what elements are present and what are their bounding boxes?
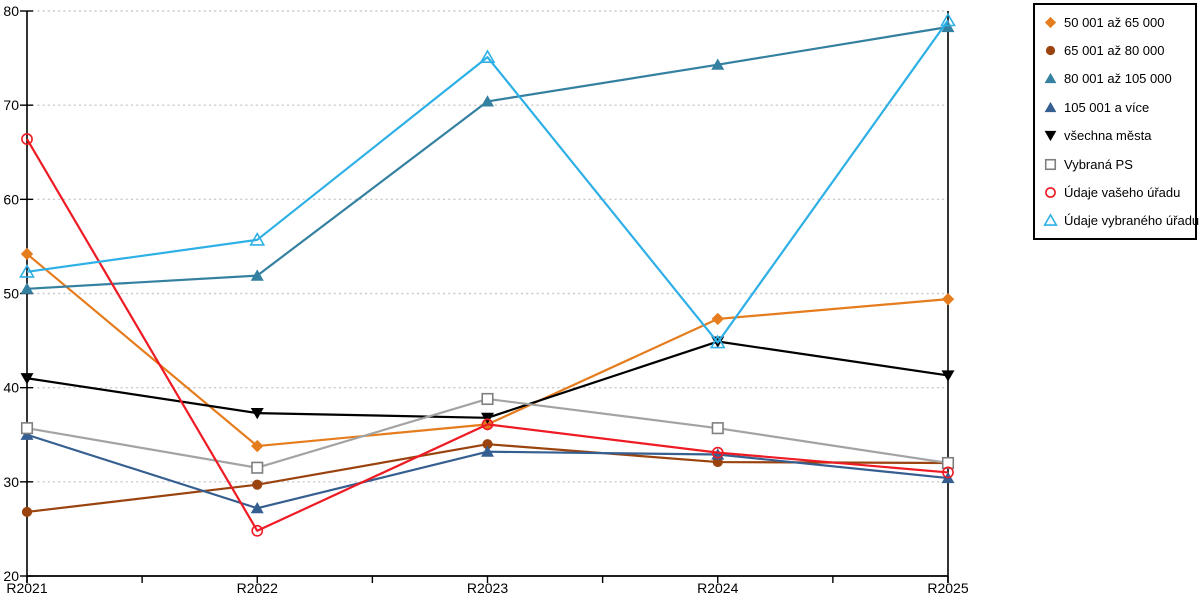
series-7-point-R2021 (19, 264, 35, 278)
legend-item-1: 65 001 až 80 000 (1043, 43, 1191, 58)
y-tick-label-20: 20 (3, 568, 19, 584)
series-0-point-R2024 (711, 312, 724, 326)
series-3-point-R2023 (480, 445, 495, 457)
series-line-2 (26, 25, 949, 290)
legend-marker-0 (1044, 16, 1057, 28)
series-6-point-R2024 (711, 446, 724, 459)
legend-item-4: všechna města (1043, 128, 1191, 143)
series-6-point-R2022 (251, 524, 264, 537)
series-5-point-R2025 (941, 456, 955, 470)
series-line-7 (26, 19, 949, 344)
series-line-4 (26, 340, 949, 419)
legend-marker-4 (1044, 131, 1057, 142)
y-tick-label-80: 80 (3, 3, 19, 19)
legend-item-2: 80 001 až 105 000 (1043, 71, 1191, 86)
circle-marker-icon (1045, 45, 1056, 56)
series-1-point-R2022 (252, 479, 263, 490)
series-4-point-R2021 (20, 373, 34, 385)
series-1-point-R2021 (21, 506, 33, 518)
series-0-point-R2021 (20, 247, 34, 261)
series-4-point-R2025 (941, 370, 955, 382)
series-6-point-R2023 (481, 418, 494, 431)
triangle-up-marker-icon (1044, 101, 1057, 112)
legend-item-7: Údaje vybraného úřadu (1043, 213, 1199, 228)
legend-item-label: 80 001 až 105 000 (1064, 71, 1172, 87)
series-2-point-R2025 (941, 20, 955, 33)
y-tick-label-40: 40 (3, 380, 19, 396)
legend-marker-2 (1044, 73, 1057, 84)
x-tick-label-R2022: R2022 (237, 580, 278, 596)
series-7-point-R2023 (479, 49, 496, 64)
series-2-point-R2022 (250, 269, 264, 281)
series-5-point-R2023 (481, 392, 494, 406)
series-2-point-R2024 (711, 58, 725, 70)
diamond-marker-icon (1044, 16, 1057, 28)
series-5-point-R2022 (251, 461, 264, 474)
series-5-point-R2021 (20, 422, 34, 435)
series-4-point-R2023 (480, 412, 495, 424)
legend: 50 001 až 65 000 65 001 až 80 000 80 001 a… (1033, 3, 1199, 240)
series-line-6 (26, 138, 949, 532)
x-tick-label-R2024: R2024 (697, 580, 738, 596)
series-6-point-R2025 (942, 466, 954, 479)
legend-item-label: Vybraná PS (1064, 156, 1133, 172)
legend-marker-5 (1044, 158, 1057, 170)
square-open-marker-icon (1044, 158, 1057, 170)
series-2-point-R2021 (20, 282, 34, 294)
series-7-point-R2024 (709, 334, 726, 349)
series-3-point-R2022 (250, 502, 264, 514)
series-7-point-R2022 (249, 232, 266, 246)
legend-item-6: Údaje vašeho úřadu (1043, 185, 1191, 200)
legend-marker-7 (1043, 213, 1058, 227)
legend-marker-1 (1045, 45, 1056, 56)
triangle-up-open-marker-icon (1043, 213, 1058, 227)
legend-item-label: Údaje vybraného úřadu (1064, 213, 1200, 229)
legend-marker-3 (1044, 101, 1057, 112)
legend-item-label: 50 001 až 65 000 (1064, 14, 1165, 30)
y-tick-label-60: 60 (3, 191, 19, 207)
series-6-point-R2021 (21, 133, 33, 145)
x-tick-label-R2021: R2021 (6, 580, 47, 596)
x-tick-label-R2025: R2025 (927, 580, 968, 596)
legend-item-label: 105 001 a více (1064, 99, 1150, 115)
legend-item-label: všechna města (1064, 128, 1152, 144)
series-7-point-R2025 (940, 12, 956, 27)
y-tick-label-50: 50 (3, 286, 19, 302)
series-line-5 (26, 397, 949, 469)
x-tick-label-R2023: R2023 (467, 580, 508, 596)
series-0-point-R2025 (941, 292, 955, 306)
triangle-down-marker-icon (1044, 131, 1057, 142)
legend-item-label: 65 001 až 80 000 (1064, 43, 1165, 59)
series-5-point-R2024 (711, 422, 724, 435)
series-0-point-R2022 (251, 439, 264, 453)
circle-open-marker-icon (1045, 187, 1056, 198)
series-4-point-R2022 (250, 408, 264, 420)
legend-marker-6 (1045, 187, 1056, 198)
legend-item-0: 50 001 až 65 000 (1043, 15, 1191, 30)
series-1-point-R2023 (482, 439, 493, 450)
legend-item-3: 105 001 a více (1043, 100, 1191, 115)
legend-item-label: Údaje vašeho úřadu (1064, 184, 1181, 200)
triangle-up-marker-icon (1044, 73, 1057, 84)
y-tick-label-30: 30 (3, 474, 19, 490)
series-2-point-R2023 (480, 95, 495, 107)
legend-item-5: Vybraná PS (1043, 157, 1191, 172)
y-tick-label-70: 70 (3, 97, 19, 113)
